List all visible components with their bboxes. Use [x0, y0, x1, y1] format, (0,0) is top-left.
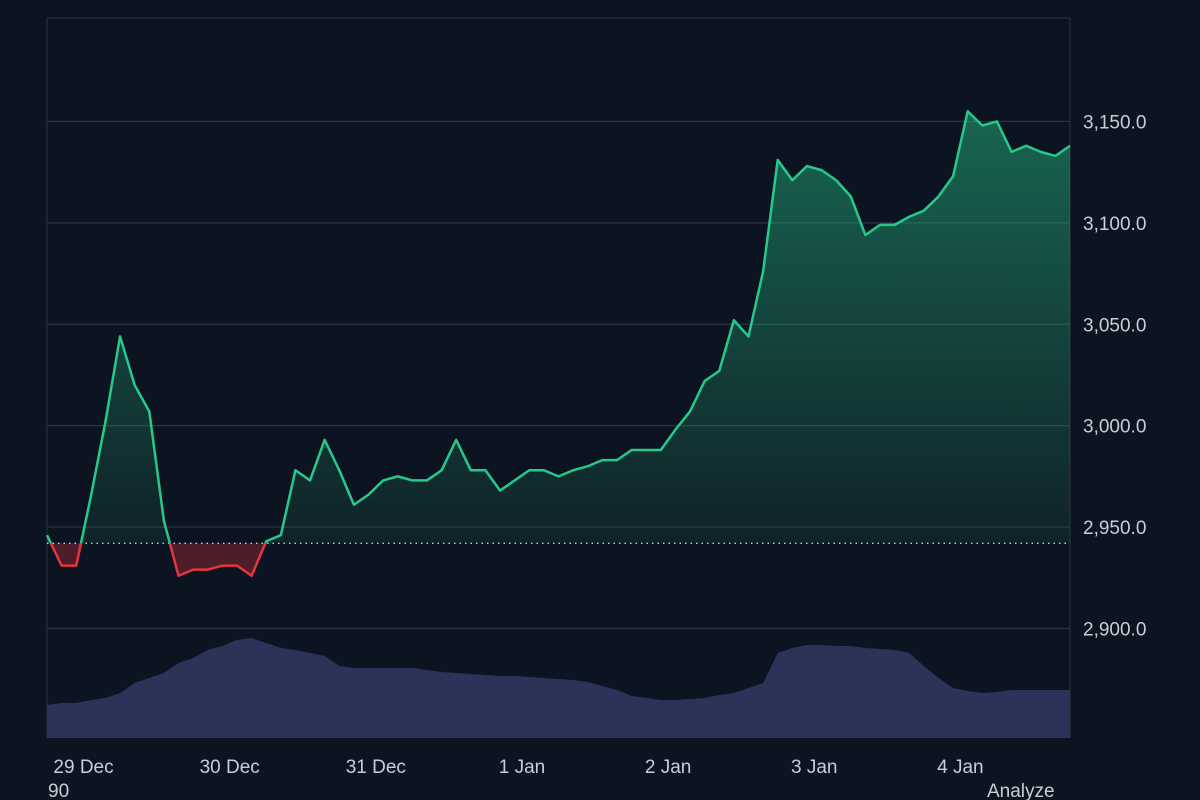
x-tick-label: 29 Dec — [53, 757, 113, 778]
x-tick-label: 4 Jan — [937, 757, 983, 778]
x-tick-label: 30 Dec — [200, 757, 260, 778]
area-below — [47, 543, 1070, 576]
y-tick-label: 3,100.0 — [1083, 214, 1146, 235]
footer-right: Analyze — [987, 781, 1055, 800]
area-above — [47, 111, 1070, 544]
x-tick-label: 1 Jan — [499, 757, 545, 778]
x-tick-label: 31 Dec — [346, 757, 406, 778]
x-tick-label: 3 Jan — [791, 757, 837, 778]
x-tick-label: 2 Jan — [645, 757, 691, 778]
y-tick-label: 3,150.0 — [1083, 112, 1146, 133]
price-line-above — [45, 110, 1071, 544]
footer-left: 90 — [48, 781, 69, 800]
y-tick-label: 2,950.0 — [1083, 518, 1146, 539]
volume-area — [47, 638, 1070, 738]
y-tick-label: 3,000.0 — [1083, 417, 1146, 438]
price-line-below — [49, 543, 267, 577]
y-tick-label: 2,900.0 — [1083, 619, 1146, 640]
y-tick-label: 3,050.0 — [1083, 315, 1146, 336]
